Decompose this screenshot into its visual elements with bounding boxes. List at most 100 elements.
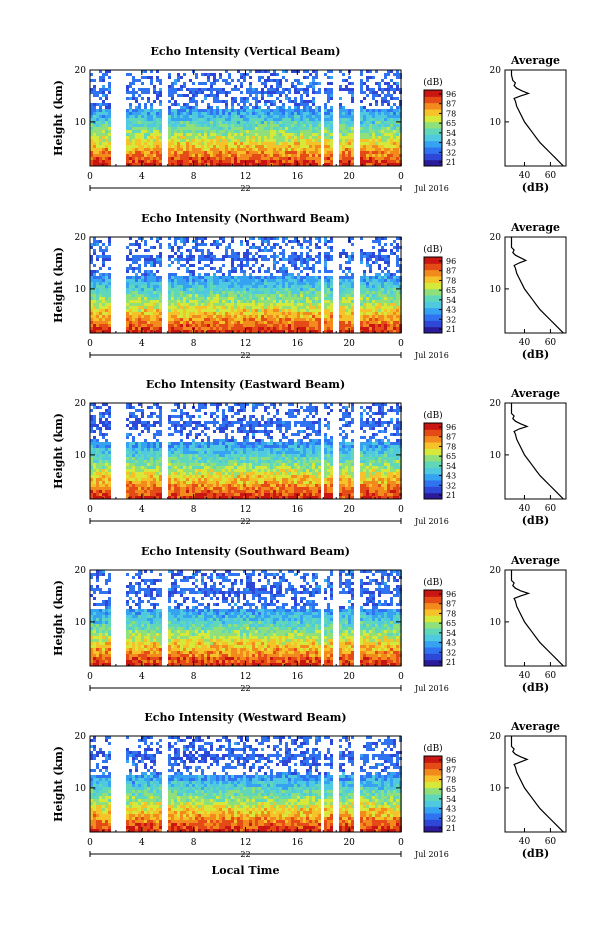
heatmap-cell bbox=[222, 294, 225, 297]
heatmap-cell bbox=[135, 261, 138, 264]
heatmap-cell bbox=[237, 70, 240, 73]
heatmap-cell bbox=[237, 282, 240, 285]
heatmap-cell bbox=[252, 97, 255, 100]
heatmap-cell bbox=[93, 436, 96, 439]
heatmap-cell bbox=[207, 255, 210, 258]
heatmap-cell bbox=[351, 258, 354, 261]
heatmap-cell bbox=[147, 154, 150, 157]
heatmap-cell bbox=[255, 109, 258, 112]
heatmap-cell bbox=[390, 327, 393, 330]
heatmap-cell bbox=[201, 142, 204, 145]
colorbar-swatch bbox=[424, 320, 442, 328]
heatmap-cell bbox=[294, 294, 297, 297]
heatmap-cell bbox=[150, 264, 153, 267]
heatmap-cell bbox=[297, 273, 300, 276]
heatmap-cell bbox=[261, 237, 264, 240]
heatmap-cell bbox=[324, 163, 327, 166]
heatmap-cell bbox=[312, 324, 315, 327]
heatmap-cell bbox=[150, 279, 153, 282]
heatmap-cell bbox=[288, 288, 291, 291]
heatmap-cell bbox=[198, 130, 201, 133]
heatmap-cell bbox=[102, 460, 105, 463]
heatmap-cell bbox=[264, 330, 267, 333]
heatmap-cell bbox=[345, 294, 348, 297]
heatmap-cell bbox=[372, 309, 375, 312]
heatmap-cell bbox=[297, 157, 300, 160]
heatmap-cell bbox=[360, 261, 363, 264]
heatmap-cell bbox=[393, 324, 396, 327]
heatmap-cell bbox=[207, 294, 210, 297]
heatmap-cell bbox=[273, 279, 276, 282]
heatmap-cell bbox=[255, 121, 258, 124]
heatmap-cell bbox=[345, 151, 348, 154]
heatmap-cell bbox=[228, 255, 231, 258]
heatmap-cell bbox=[261, 82, 264, 85]
heatmap-cell bbox=[288, 321, 291, 324]
heatmap-cell bbox=[291, 252, 294, 255]
heatmap-cell bbox=[276, 321, 279, 324]
heatmap-cell bbox=[156, 240, 159, 243]
heatmap-cell bbox=[381, 148, 384, 151]
heatmap-cell bbox=[246, 133, 249, 136]
heatmap-cell bbox=[96, 330, 99, 333]
heatmap-cell bbox=[396, 309, 399, 312]
heatmap-cell bbox=[282, 70, 285, 73]
heatmap-cell bbox=[342, 330, 345, 333]
heatmap-cell bbox=[195, 100, 198, 103]
heatmap-cell bbox=[198, 249, 201, 252]
heatmap-cell bbox=[345, 276, 348, 279]
heatmap-cell bbox=[264, 300, 267, 303]
heatmap-cell bbox=[381, 154, 384, 157]
heatmap-cell bbox=[96, 460, 99, 463]
heatmap-cell bbox=[255, 288, 258, 291]
heatmap-cell bbox=[195, 240, 198, 243]
heatmap-cell bbox=[108, 237, 111, 240]
heatmap-cell bbox=[258, 327, 261, 330]
heatmap-cell bbox=[135, 330, 138, 333]
heatmap-cell bbox=[102, 160, 105, 163]
heatmap-cell bbox=[141, 324, 144, 327]
heatmap-cell bbox=[105, 276, 108, 279]
heatmap-cell bbox=[375, 124, 378, 127]
heatmap-cell bbox=[255, 282, 258, 285]
heatmap-cell bbox=[135, 285, 138, 288]
heatmap-cell bbox=[138, 300, 141, 303]
heatmap-cell bbox=[174, 288, 177, 291]
heatmap-cell bbox=[180, 142, 183, 145]
heatmap-cell bbox=[303, 327, 306, 330]
heatmap-cell bbox=[282, 258, 285, 261]
heatmap-cell bbox=[249, 139, 252, 142]
heatmap-cell bbox=[219, 136, 222, 139]
heatmap-cell bbox=[270, 157, 273, 160]
heatmap-cell bbox=[396, 148, 399, 151]
heatmap-cell bbox=[180, 285, 183, 288]
heatmap-cell bbox=[345, 282, 348, 285]
heatmap-cell bbox=[369, 306, 372, 309]
heatmap-cell bbox=[258, 76, 261, 79]
heatmap-cell bbox=[132, 312, 135, 315]
heatmap-cell bbox=[273, 267, 276, 270]
heatmap-cell bbox=[207, 300, 210, 303]
heatmap-cell bbox=[99, 76, 102, 79]
heatmap-cell bbox=[351, 130, 354, 133]
heatmap-cell bbox=[186, 240, 189, 243]
heatmap-cell bbox=[201, 163, 204, 166]
heatmap-cell bbox=[345, 309, 348, 312]
heatmap-cell bbox=[93, 478, 96, 481]
heatmap-cell bbox=[324, 240, 327, 243]
heatmap-cell bbox=[393, 300, 396, 303]
heatmap-cell bbox=[108, 106, 111, 109]
heatmap-cell bbox=[270, 279, 273, 282]
heatmap-cell bbox=[90, 160, 93, 163]
heatmap-cell bbox=[213, 306, 216, 309]
heatmap-cell bbox=[372, 276, 375, 279]
heatmap-cell bbox=[147, 142, 150, 145]
heatmap-cell bbox=[144, 145, 147, 148]
heatmap-cell bbox=[213, 163, 216, 166]
heatmap-cell bbox=[369, 163, 372, 166]
heatmap-cell bbox=[204, 73, 207, 76]
heatmap-cell bbox=[177, 157, 180, 160]
heatmap-cell bbox=[273, 124, 276, 127]
heatmap-cell bbox=[255, 151, 258, 154]
heatmap-cell bbox=[90, 163, 93, 166]
